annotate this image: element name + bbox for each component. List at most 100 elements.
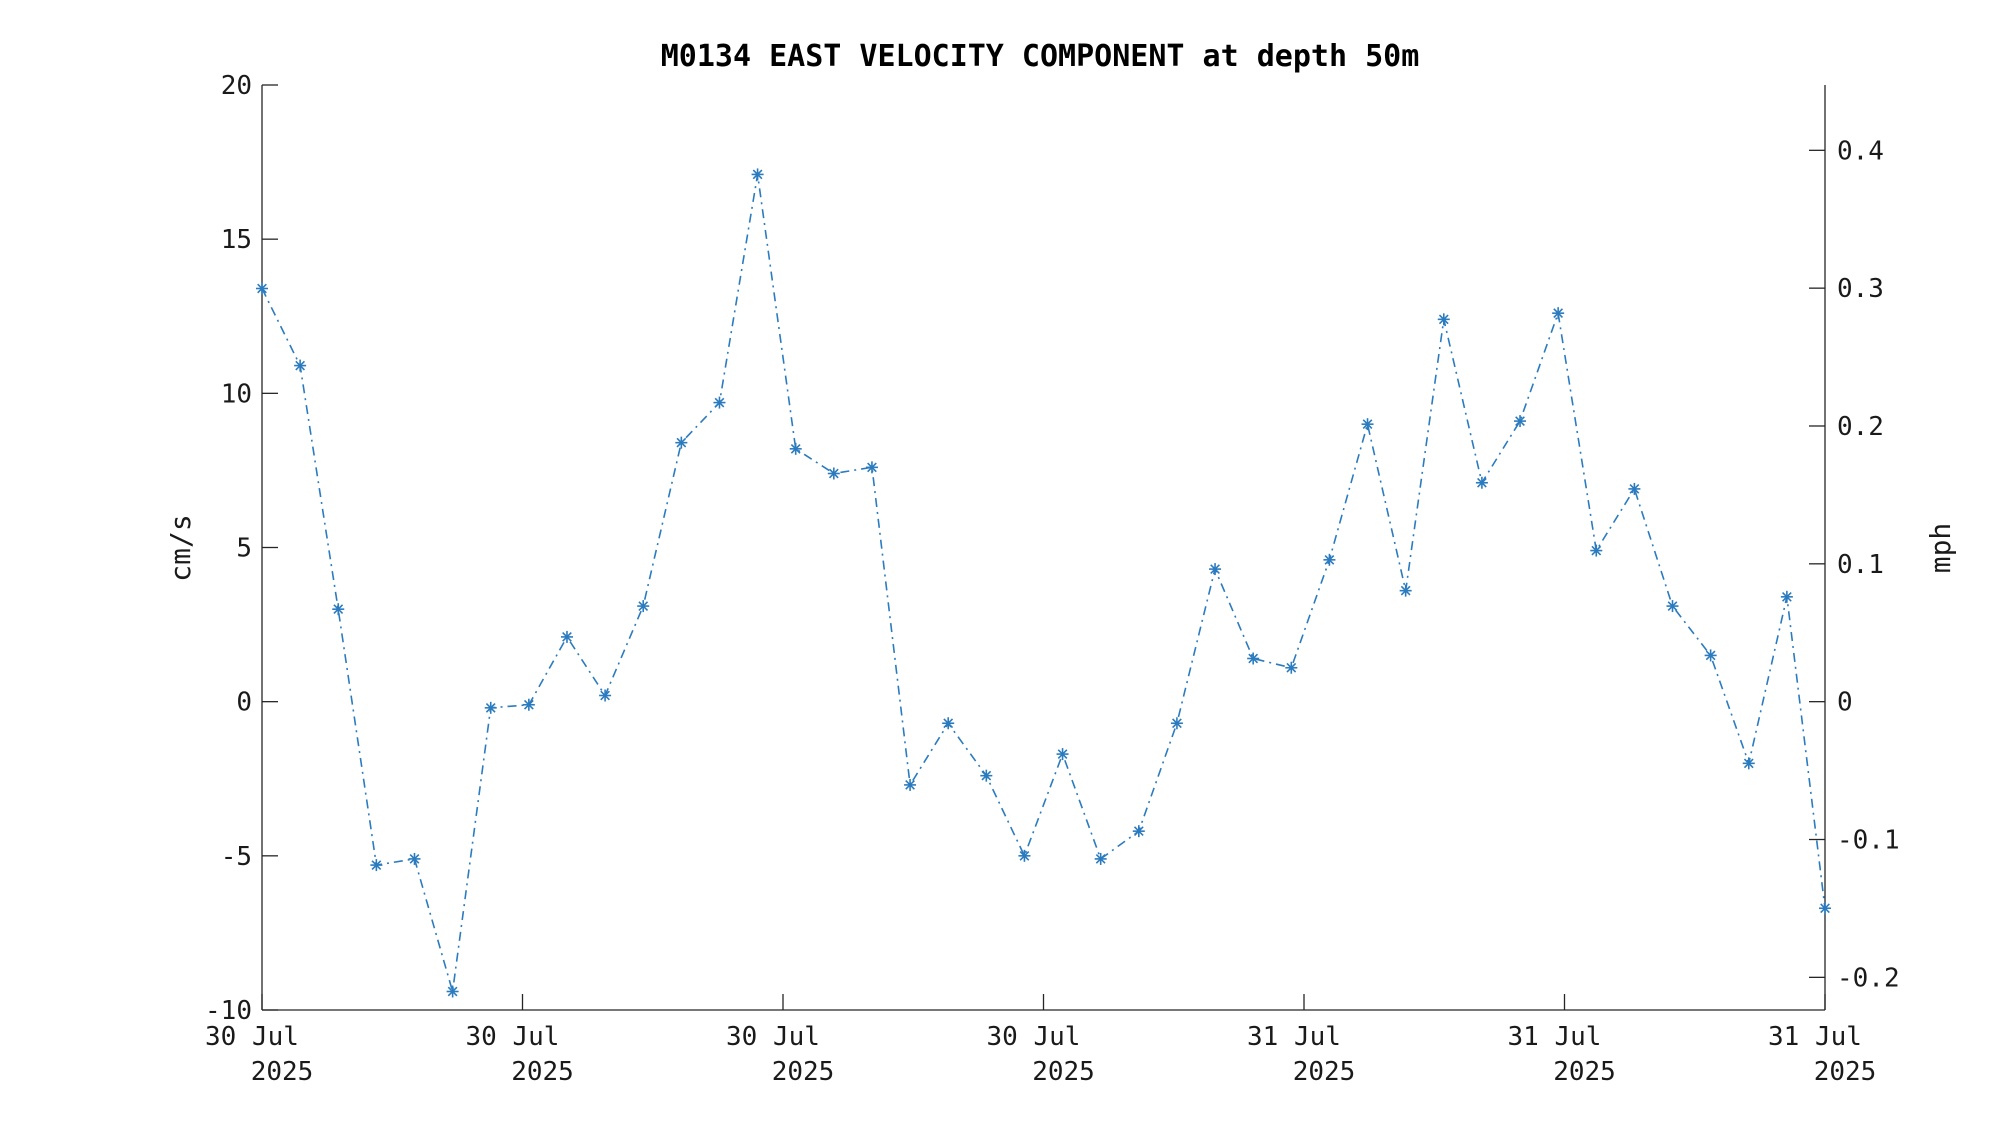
data-point-stroke — [562, 632, 572, 642]
data-point — [1209, 563, 1222, 576]
data-point-stroke — [257, 283, 267, 294]
data-point-stroke — [1172, 718, 1182, 729]
data-point-stroke — [1019, 850, 1030, 861]
x-tick-label-date: 30 Jul — [726, 1022, 820, 1052]
x-tick-label-date: 30 Jul — [466, 1022, 560, 1052]
x-tick-label-year: 2025 — [511, 1057, 574, 1087]
data-point — [332, 603, 345, 616]
data-point-stroke — [295, 360, 306, 371]
ticks: 20 15 10 5 0 -5 -10 0.4 0.3 0.2 0.1 0 -0.1 -0.2 30 Jul… — [205, 71, 1900, 1087]
series-layer — [256, 168, 1831, 998]
data-point-stroke — [1667, 601, 1678, 611]
axes — [261, 85, 1826, 1011]
y-tick-right-label: 0 — [1837, 688, 1853, 718]
data-point — [256, 282, 268, 295]
y-tick-right-label: 0.1 — [1837, 550, 1884, 580]
y-tick-left-label: 0 — [236, 688, 252, 718]
data-point — [1361, 418, 1374, 431]
x-tick-label-date: 31 Jul — [1768, 1022, 1862, 1052]
y-axis-label-left: cm/s — [164, 514, 197, 581]
data-point — [1780, 590, 1793, 603]
data-point-stroke — [1133, 826, 1144, 837]
data-point — [1018, 849, 1031, 862]
data-point — [1590, 544, 1603, 557]
data-point — [1437, 313, 1450, 326]
data-point — [1399, 584, 1412, 597]
data-point — [713, 396, 726, 409]
data-point — [675, 436, 688, 449]
y-tick-right-label: -0.2 — [1837, 963, 1900, 993]
data-point — [446, 985, 459, 998]
data-point — [599, 689, 612, 702]
x-tick-label-date: 31 Jul — [1508, 1022, 1602, 1052]
data-point-stroke — [790, 443, 801, 454]
data-point-stroke — [905, 780, 915, 790]
data-point — [1323, 553, 1336, 566]
data-point-stroke — [371, 860, 382, 870]
data-point-stroke — [867, 462, 877, 473]
data-point — [1285, 661, 1298, 674]
x-tick-label-year: 2025 — [1814, 1057, 1877, 1087]
y-tick-left-label: 15 — [221, 225, 252, 255]
data-point — [865, 461, 878, 474]
data-point-stroke — [1210, 564, 1220, 574]
data-point-stroke — [409, 854, 420, 864]
data-point-stroke — [600, 690, 610, 701]
data-point — [789, 442, 802, 455]
data-point-stroke — [1248, 653, 1259, 664]
data-point — [1094, 852, 1107, 865]
data-point — [522, 698, 535, 711]
data-point — [1628, 482, 1641, 495]
x-tick-label-date: 30 Jul — [205, 1022, 299, 1052]
y-tick-left-label: 5 — [236, 534, 252, 564]
data-point-stroke — [828, 468, 839, 479]
data-point-stroke — [1781, 591, 1792, 602]
data-point-stroke — [1629, 484, 1640, 494]
y-tick-right-label: 0.3 — [1837, 274, 1884, 304]
data-point-stroke — [1286, 662, 1297, 673]
x-tick-label-year: 2025 — [1293, 1057, 1356, 1087]
y-tick-left-label: 20 — [221, 71, 252, 101]
data-point — [484, 701, 497, 714]
y-tick-right-label: 0.4 — [1837, 136, 1884, 166]
x-tick-label-year: 2025 — [251, 1057, 314, 1087]
data-point-stroke — [1705, 650, 1716, 661]
y-tick-left-label: -5 — [221, 842, 252, 872]
x-tick-label-date: 31 Jul — [1247, 1022, 1341, 1052]
data-point-stroke — [714, 397, 725, 408]
data-point-stroke — [1438, 314, 1449, 325]
x-tick-label-year: 2025 — [772, 1057, 835, 1087]
x-tick-label-year: 2025 — [1032, 1057, 1095, 1087]
data-point-stroke — [676, 437, 687, 448]
data-point-stroke — [1057, 749, 1068, 759]
x-tick-label-date: 30 Jul — [987, 1022, 1081, 1052]
data-point — [1552, 307, 1565, 320]
y-tick-right-label: 0.2 — [1837, 412, 1884, 442]
data-point — [1475, 476, 1488, 489]
data-point-stroke — [1591, 545, 1602, 556]
data-point — [1819, 902, 1831, 915]
data-point — [751, 168, 764, 181]
data-point — [1704, 649, 1717, 662]
data-point — [904, 778, 917, 791]
data-point-stroke — [638, 601, 649, 611]
data-point-stroke — [981, 770, 992, 781]
data-point — [1132, 825, 1145, 838]
data-point — [408, 852, 421, 865]
data-point-stroke — [1400, 585, 1411, 596]
chart-title: M0134 EAST VELOCITY COMPONENT at depth 5… — [661, 39, 1420, 74]
data-point — [827, 467, 840, 480]
data-point — [980, 769, 993, 782]
data-point — [1666, 600, 1679, 613]
data-point — [560, 630, 573, 643]
data-point — [294, 359, 307, 372]
data-point — [1514, 415, 1527, 428]
data-point-stroke — [523, 699, 534, 710]
data-point — [942, 717, 955, 730]
data-point-stroke — [943, 718, 954, 729]
data-point-stroke — [1743, 758, 1754, 769]
data-point — [637, 600, 650, 613]
data-point-stroke — [1477, 477, 1487, 488]
data-point-stroke — [1095, 854, 1106, 864]
